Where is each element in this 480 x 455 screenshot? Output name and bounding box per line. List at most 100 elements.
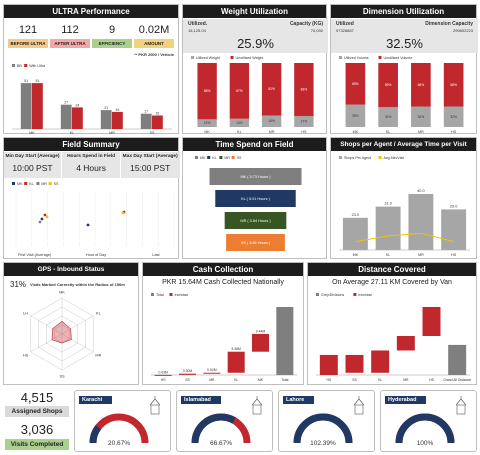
shops-legend-label: Shops Per Agent bbox=[344, 156, 371, 160]
weight-tick-label: MR bbox=[269, 130, 275, 134]
field-legend-label: SS bbox=[54, 182, 59, 186]
cash-tick-label: MR bbox=[209, 378, 215, 382]
field-dot bbox=[86, 223, 90, 227]
ultra-kpi-row: 121 BEFORE ULTRA 112 AFTER ULTRA 9 EFFICIENCY… bbox=[8, 21, 176, 51]
dimension-utilization-panel: Dimension Utilization Utilized 97328887 … bbox=[330, 4, 478, 134]
visits-completed-label: Visits Completed bbox=[5, 439, 69, 450]
city-gauge-fill bbox=[89, 425, 102, 444]
city-gauge-percent: 20.67% bbox=[108, 440, 130, 447]
weight-percent: 25.9% bbox=[237, 36, 274, 51]
dimension-data-label: 32% bbox=[450, 115, 457, 119]
weight-data-label: 13% bbox=[236, 121, 243, 125]
weight-capacity-value: 70,030 bbox=[310, 28, 323, 33]
ultra-data-label: 27 bbox=[64, 101, 68, 105]
shop-totals-panel: 4,515 Assigned Shops 3,036 Visits Comple… bbox=[3, 388, 71, 452]
dimension-legend-label: Unutilized Volume bbox=[384, 56, 413, 60]
shops-agent-panel: Shops per Agent / Average Time per Visit… bbox=[330, 137, 477, 259]
weight-tick-label: KL bbox=[237, 130, 241, 134]
distance-tick-label: HS bbox=[429, 378, 434, 382]
gps-panel: GPS - Inbound Status 31% Visits Marked C… bbox=[3, 262, 139, 385]
field-kpi-row: Min Day Start (Average) 10:00 PST Hours Sp… bbox=[4, 152, 180, 178]
ultra-kpi: 0.02M AMOUNT bbox=[134, 21, 174, 51]
dimension-stacked-chart: Utilized Volume Unutilized Volume 35% 65% MK… bbox=[339, 56, 464, 134]
ultra-bar bbox=[100, 110, 112, 129]
cash-data-label: 5.36M bbox=[231, 347, 241, 351]
dimension-percent: 32.5% bbox=[386, 36, 423, 51]
city-gauge-card: Hyderabad 100% bbox=[380, 390, 477, 452]
ultra-data-label: 51 bbox=[35, 79, 39, 83]
field-dot-chart: MK KL MR SS First Visit (Average) Hour of Day… bbox=[12, 182, 175, 257]
weight-data-label: 17% bbox=[301, 120, 308, 124]
ultra-bar bbox=[20, 83, 32, 129]
dimension-tick-label: KL bbox=[386, 130, 390, 134]
distance-increase-bar bbox=[396, 335, 415, 351]
dimension-legend-label: Utilized Volume bbox=[344, 56, 369, 60]
time-legend-swatch bbox=[195, 156, 198, 159]
ultra-kpi: 121 BEFORE ULTRA bbox=[8, 21, 48, 51]
field-axis-label: First Visit (Average) bbox=[18, 253, 52, 257]
field-dot bbox=[40, 217, 44, 221]
cash-title: Cash Collection bbox=[143, 263, 303, 276]
weight-bar bbox=[294, 116, 314, 127]
distance-total-bar bbox=[448, 344, 467, 375]
dimension-legend-swatch bbox=[378, 56, 382, 59]
weight-utilization-panel: Weight Utilization Utilized. 18,125.04 C… bbox=[182, 4, 328, 134]
time-legend-swatch bbox=[219, 156, 223, 159]
field-axis-label: Last bbox=[152, 253, 160, 257]
field-dot bbox=[45, 215, 49, 219]
distance-waterfall-chart: Grey/Divisions Increase HS SS KL MR HS Grand Al… bbox=[316, 293, 471, 382]
cash-increase-bar bbox=[154, 374, 172, 376]
ultra-data-label: 15 bbox=[155, 112, 159, 116]
ultra-bar bbox=[60, 104, 72, 129]
field-kpi-label: Min Day Start (Average) bbox=[5, 154, 60, 159]
time-legend-label: KL bbox=[212, 156, 216, 160]
time-legend-label: MR bbox=[224, 156, 230, 160]
field-summary-panel: Field Summary Min Day Start (Average) 10:… bbox=[3, 137, 180, 259]
landmark-roof-icon bbox=[251, 398, 263, 406]
cash-increase-bar bbox=[203, 372, 221, 374]
shops-legend-label: Avg Min/Visit bbox=[384, 156, 405, 160]
ultra-legend-label: With Ultra bbox=[29, 64, 45, 68]
cash-tick-label: KL bbox=[234, 378, 238, 382]
ultra-kpi: 112 AFTER ULTRA bbox=[50, 21, 90, 51]
ultra-data-label: 17 bbox=[144, 110, 148, 114]
time-funnel-bar bbox=[209, 168, 302, 185]
shops-data-label: 40.0 bbox=[417, 189, 424, 193]
weight-legend-label: Unutilized Weight bbox=[236, 56, 264, 60]
landmark-icon bbox=[150, 404, 160, 415]
gps-spoke bbox=[30, 333, 63, 353]
dimension-bar bbox=[443, 106, 464, 127]
weight-legend-swatch bbox=[191, 56, 194, 59]
dimension-summary: Utilized 97328887 Dimension Capacity 299… bbox=[331, 19, 478, 53]
field-legend-label: KL bbox=[29, 182, 33, 186]
field-kpi-label: Hours Spend in Field bbox=[67, 154, 116, 159]
landmark-roof-icon bbox=[149, 398, 161, 406]
field-legend-swatch bbox=[12, 182, 15, 185]
distance-tick-label: SS bbox=[352, 378, 357, 382]
field-kpi-value: 15:00 PST bbox=[130, 163, 171, 173]
ultra-tick-label: KL bbox=[70, 131, 74, 135]
shops-legend-swatch bbox=[339, 156, 342, 159]
ultra-kpi-value: 112 bbox=[61, 24, 79, 36]
shops-data-label: 31.0 bbox=[384, 202, 391, 206]
distance-tick-label: Grand All Distance bbox=[443, 378, 471, 382]
distance-increase-bar bbox=[422, 307, 441, 336]
city-name: Islamabad bbox=[181, 396, 221, 404]
weight-data-label: 12% bbox=[204, 121, 211, 125]
gps-axis-label: SS bbox=[59, 375, 65, 379]
cash-legend-label: Total bbox=[156, 293, 164, 297]
assigned-shops-label: Assigned Shops bbox=[5, 406, 69, 417]
weight-stacked-chart: Utilized Weight Unutilized Weight 12% 88% MK… bbox=[191, 56, 314, 134]
dimension-data-label: 65% bbox=[352, 82, 359, 86]
dimension-data-label: 68% bbox=[418, 83, 425, 87]
cash-legend-swatch bbox=[169, 293, 173, 296]
distance-tick-label: KL bbox=[378, 378, 382, 382]
field-legend-swatch bbox=[36, 182, 40, 185]
time-funnel-chart: MK KL MR SS MK ( 5.73 Hours ) KL ( 5.01 Hours… bbox=[195, 156, 302, 251]
ultra-kpi: 9 EFFICIENCY bbox=[92, 21, 132, 51]
landmark-roof-icon bbox=[353, 398, 365, 406]
city-gauge-card: Lahore 102.39% bbox=[278, 390, 375, 452]
dimension-tick-label: MK bbox=[353, 130, 359, 134]
dimension-bar bbox=[411, 63, 431, 107]
weight-bar bbox=[294, 63, 314, 117]
